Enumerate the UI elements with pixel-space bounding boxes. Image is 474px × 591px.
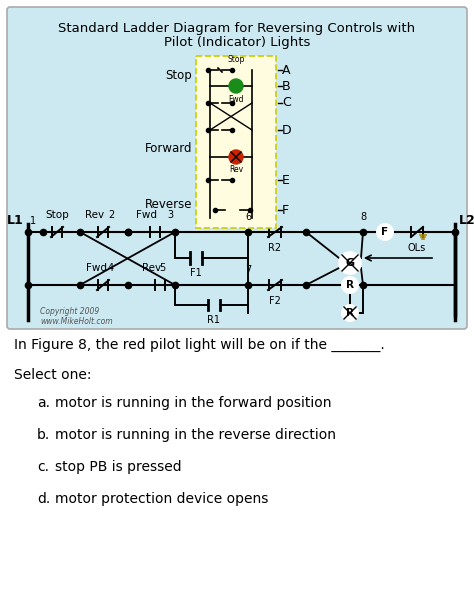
Text: Rev: Rev xyxy=(85,210,105,220)
Circle shape xyxy=(342,305,358,321)
Circle shape xyxy=(229,150,243,164)
Text: Forward: Forward xyxy=(145,141,192,154)
Text: R2: R2 xyxy=(268,243,282,253)
Text: 5: 5 xyxy=(159,263,165,273)
Text: E: E xyxy=(282,174,290,187)
Text: C: C xyxy=(282,96,291,109)
Text: Stop: Stop xyxy=(45,210,69,220)
Text: Reverse: Reverse xyxy=(145,199,192,212)
Text: Pilot (Indicator) Lights: Pilot (Indicator) Lights xyxy=(164,36,310,49)
Text: R: R xyxy=(346,308,354,318)
Circle shape xyxy=(229,79,243,93)
Circle shape xyxy=(377,224,393,240)
Text: a.: a. xyxy=(37,396,50,410)
Text: F2: F2 xyxy=(269,296,281,306)
Text: Rev: Rev xyxy=(229,165,243,174)
Circle shape xyxy=(15,490,33,508)
Text: B: B xyxy=(282,80,291,93)
Text: R: R xyxy=(346,280,354,290)
Text: L2: L2 xyxy=(459,213,474,226)
Text: 8: 8 xyxy=(360,212,366,222)
Text: F: F xyxy=(282,203,289,216)
Text: D: D xyxy=(282,124,292,137)
Circle shape xyxy=(15,426,33,444)
Text: c.: c. xyxy=(37,460,49,474)
Text: 2: 2 xyxy=(108,210,114,220)
Text: In Figure 8, the red pilot light will be on if the _______.: In Figure 8, the red pilot light will be… xyxy=(14,338,385,352)
Text: 1: 1 xyxy=(30,216,36,226)
Text: motor is running in the forward position: motor is running in the forward position xyxy=(55,396,331,410)
Text: d.: d. xyxy=(37,492,50,506)
Text: Stop: Stop xyxy=(228,56,245,64)
Circle shape xyxy=(342,277,358,293)
Text: Fwd: Fwd xyxy=(228,96,244,105)
Text: 3: 3 xyxy=(167,210,173,220)
Text: A: A xyxy=(282,63,291,76)
Text: Select one:: Select one: xyxy=(14,368,91,382)
Text: G: G xyxy=(346,258,355,268)
FancyBboxPatch shape xyxy=(7,7,467,329)
Text: Stop: Stop xyxy=(165,70,192,83)
Text: stop PB is pressed: stop PB is pressed xyxy=(55,460,182,474)
Circle shape xyxy=(15,394,33,412)
Bar xyxy=(196,56,276,228)
Text: L1: L1 xyxy=(7,213,24,226)
Text: motor protection device opens: motor protection device opens xyxy=(55,492,268,506)
Text: motor is running in the reverse direction: motor is running in the reverse directio… xyxy=(55,428,336,442)
Text: Fwd: Fwd xyxy=(86,263,108,273)
Text: Standard Ladder Diagram for Reversing Controls with: Standard Ladder Diagram for Reversing Co… xyxy=(58,22,416,35)
Text: Rev: Rev xyxy=(143,263,162,273)
Text: Copyright 2009
www.MikeHolt.com: Copyright 2009 www.MikeHolt.com xyxy=(40,307,113,326)
Text: R1: R1 xyxy=(208,315,220,325)
Text: Fwd: Fwd xyxy=(137,210,157,220)
Text: 7: 7 xyxy=(245,265,251,275)
Circle shape xyxy=(15,458,33,476)
Text: 6: 6 xyxy=(245,212,251,222)
Text: F: F xyxy=(382,227,389,237)
Circle shape xyxy=(339,252,361,274)
Text: b.: b. xyxy=(37,428,50,442)
Text: F1: F1 xyxy=(190,268,202,278)
Text: 4: 4 xyxy=(108,263,114,273)
Text: OLs: OLs xyxy=(408,243,426,253)
